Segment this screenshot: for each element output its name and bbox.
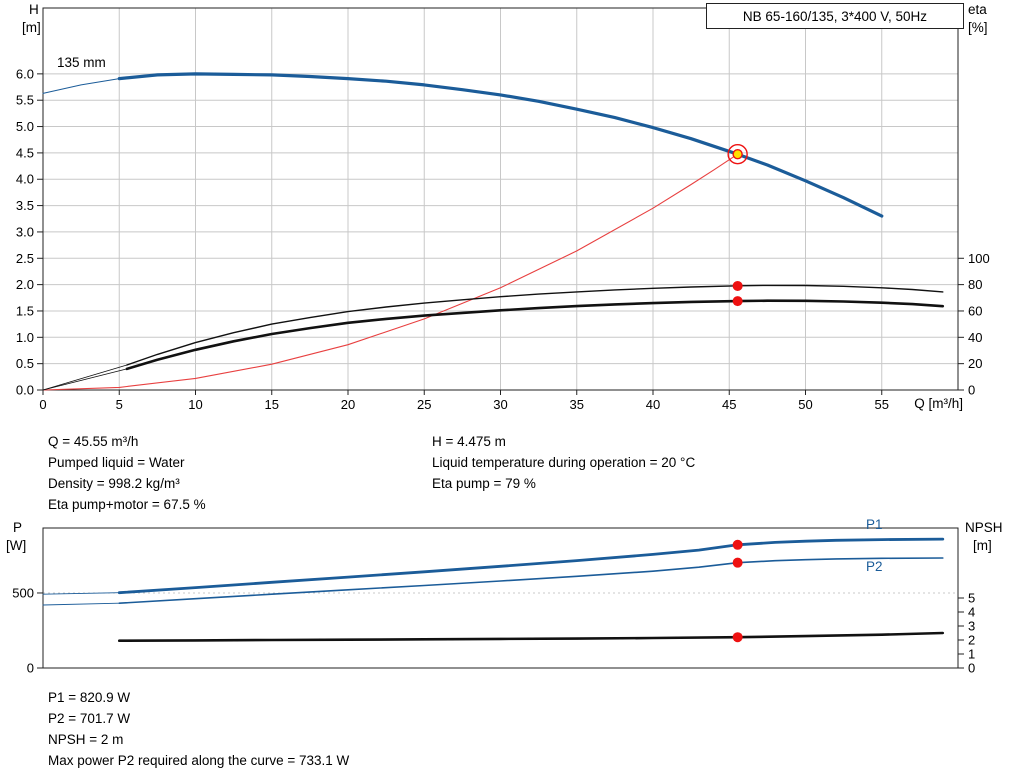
eta-axis-unit-label: [%] — [968, 20, 988, 35]
tick-label: 5.5 — [16, 93, 34, 108]
tick-label: 3.5 — [16, 198, 34, 213]
npsh-axis-label: NPSH — [965, 520, 1003, 535]
p2-leader — [42, 602, 120, 606]
info-density: Density = 998.2 kg/m³ — [48, 476, 180, 491]
eta-pump-point — [732, 280, 743, 291]
eta-pump-motor-leader — [42, 368, 128, 391]
tick-label: 0 — [27, 661, 34, 676]
info-head: H = 4.475 m — [432, 434, 506, 449]
p1-curve — [117, 537, 945, 595]
p-axis-label: P — [13, 520, 23, 535]
npsh-curve — [118, 631, 945, 642]
p1-point — [732, 539, 743, 550]
h-axis-label: H — [29, 2, 39, 17]
tick-label: 40 — [646, 397, 660, 412]
info-flow: Q = 45.55 m³/h — [48, 434, 139, 449]
duty-info-right-column: H = 4.475 m Liquid temperature during op… — [432, 431, 695, 494]
tick-label: 0 — [968, 383, 975, 398]
tick-label: 5 — [968, 591, 975, 606]
duty-point-center — [732, 149, 743, 160]
tick-label: 0 — [968, 661, 975, 676]
pump-title-box: NB 65-160/135, 3*400 V, 50Hz — [706, 3, 964, 29]
tick-label: 500 — [12, 585, 34, 600]
tick-label: 35 — [570, 397, 584, 412]
info-p1: P1 = 820.9 W — [48, 690, 131, 705]
info-npsh: NPSH = 2 m — [48, 732, 124, 747]
tick-label: 30 — [493, 397, 507, 412]
tick-label: 0.0 — [16, 383, 34, 398]
tick-label: 2.5 — [16, 251, 34, 266]
info-eta-pump-motor: Eta pump+motor = 67.5 % — [48, 497, 206, 512]
pump-title: NB 65-160/135, 3*400 V, 50Hz — [742, 8, 928, 24]
tick-label: 0.5 — [16, 356, 34, 371]
p1-curve-label: P1 — [866, 517, 883, 532]
info-eta-pump: Eta pump = 79 % — [432, 476, 536, 491]
tick-label: 1.0 — [16, 330, 34, 345]
q-axis-label: Q [m³/h] — [914, 396, 963, 411]
head-curve-leader — [42, 78, 120, 94]
tick-label: 6.0 — [16, 66, 34, 81]
tick-label: 50 — [798, 397, 812, 412]
head-curve-135mm — [117, 72, 884, 218]
impeller-diameter-label: 135 mm — [57, 55, 106, 70]
p2-curve-label: P2 — [866, 559, 883, 574]
plot-frame — [42, 527, 959, 669]
head-eta-chart: 0.0 0.5 1.0 1.5 2.0 2.5 3.0 3.5 4.0 4.5 5.0 5.5 6.0 0… — [16, 7, 990, 412]
tick-label: 5 — [116, 397, 123, 412]
p1-leader — [42, 592, 120, 595]
info-p2: P2 = 701.7 W — [48, 711, 131, 726]
npsh-axis-unit-label: [m] — [973, 538, 992, 553]
eta-pump-curve — [126, 284, 944, 366]
tick-label: 1 — [968, 647, 975, 662]
eta-axis-label: eta — [968, 2, 987, 17]
tick-label: 40 — [968, 330, 982, 345]
h-axis-unit-label: [m] — [22, 20, 41, 35]
tick-label: 80 — [968, 277, 982, 292]
tick-label: 45 — [722, 397, 736, 412]
eta-pump-leader — [42, 364, 128, 391]
eta-pump-motor-curve — [125, 299, 945, 371]
tick-label: 4.0 — [16, 172, 34, 187]
info-liquid-temperature: Liquid temperature during operation = 20… — [432, 455, 696, 470]
tick-label: 5.0 — [16, 119, 34, 134]
tick-label: 10 — [188, 397, 202, 412]
tick-label: 4.5 — [16, 145, 34, 160]
tick-label: 2.0 — [16, 277, 34, 292]
duty-info-left-column: Q = 45.55 m³/h Pumped liquid = Water Den… — [48, 431, 206, 515]
tick-label: 1.5 — [16, 303, 34, 318]
tick-label: 55 — [875, 397, 889, 412]
tick-label: 3 — [968, 619, 975, 634]
tick-label: 3.0 — [16, 224, 34, 239]
power-info-block: P1 = 820.9 W P2 = 701.7 W NPSH = 2 m Max… — [48, 687, 349, 771]
p-axis-unit-label: [W] — [6, 538, 27, 553]
tick-label: 15 — [265, 397, 279, 412]
p2-curve — [118, 557, 944, 604]
tick-label: 60 — [968, 303, 982, 318]
tick-label: 2 — [968, 633, 975, 648]
info-pumped-liquid: Pumped liquid = Water — [48, 455, 185, 470]
npsh-point — [732, 632, 743, 643]
tick-label: 0 — [39, 397, 46, 412]
p2-point — [732, 557, 743, 568]
tick-label: 20 — [341, 397, 355, 412]
tick-label: 25 — [417, 397, 431, 412]
info-max-power: Max power P2 required along the curve = … — [48, 753, 350, 768]
eta-pump-motor-point — [732, 296, 743, 307]
tick-label: 100 — [968, 251, 990, 266]
system-curve — [42, 153, 739, 391]
tick-label: 20 — [968, 356, 982, 371]
tick-label: 4 — [968, 605, 975, 620]
duty-point — [727, 144, 748, 165]
